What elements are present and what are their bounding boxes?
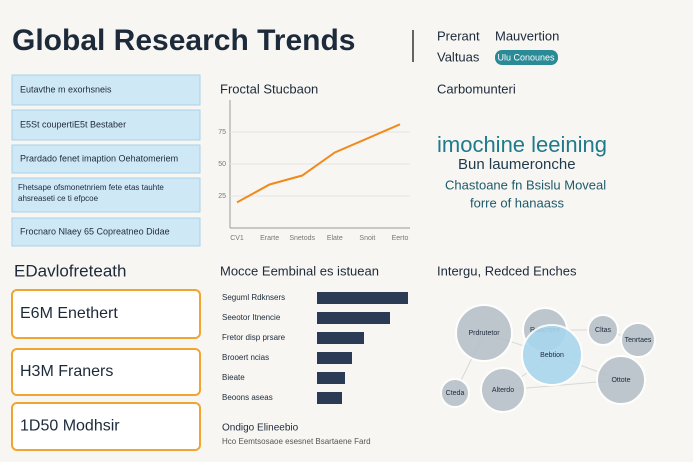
- stat-label: E6M Enethert: [20, 305, 118, 322]
- panel-title: Froctal Stucbaon: [220, 81, 318, 96]
- bubble-label: Cteda: [446, 390, 465, 397]
- cloud-word: imochine leeining: [437, 132, 607, 157]
- bar-label: Fretor disp prsare: [222, 333, 286, 342]
- cloud-word: Chastoane fn Bsislu Moveal: [445, 177, 606, 192]
- list-item-label: Frocnaro Nlaey 65 Copreatneo Didae: [20, 226, 170, 236]
- x-tick-label: Erarte: [260, 235, 279, 242]
- badge-label[interactable]: Ulu Conounes: [497, 52, 555, 62]
- bar-label: Beoons aseas: [222, 393, 273, 402]
- bubble: [480, 367, 526, 413]
- x-tick-label: CV1: [230, 235, 244, 242]
- x-tick-label: Snoit: [359, 235, 375, 242]
- bubble-label: Ottote: [611, 377, 630, 384]
- bubble: [596, 355, 646, 405]
- bar-label: Bieate: [222, 373, 245, 382]
- stat-card: [11, 402, 201, 451]
- nav-item[interactable]: Valtuas: [437, 49, 480, 64]
- list-item[interactable]: [11, 109, 201, 141]
- list-item-label: Eutavthe m exorhsneis: [20, 84, 112, 94]
- panel-title: Carbomunteri: [437, 81, 516, 96]
- stat-card: [11, 348, 201, 396]
- bubble: [587, 314, 619, 346]
- cloud-word: forre of hanaass: [470, 195, 564, 210]
- y-tick-label: 25: [218, 193, 226, 200]
- y-tick-label: 75: [218, 129, 226, 136]
- list-item[interactable]: [11, 177, 201, 213]
- bar-footer: Ondigo Elineebio: [222, 423, 299, 434]
- bar-label: Seguml Rdknsers: [222, 293, 285, 302]
- bar: [317, 292, 408, 304]
- bubble: [620, 322, 656, 358]
- cloud-word: Bun laumeronche: [458, 156, 576, 173]
- bubble-label: Bebtion: [540, 352, 564, 359]
- section-title: EDavlofreteath: [14, 261, 126, 280]
- bar-label: Brooert ncias: [222, 353, 269, 362]
- bar: [317, 392, 342, 404]
- bubble-label: Alterdo: [492, 387, 514, 394]
- badge[interactable]: [495, 50, 558, 65]
- bubble-label: Cltas: [595, 327, 611, 334]
- list-item-label: Prardado fenet imaption Oehatomeriem: [20, 153, 178, 163]
- x-tick-label: Snetods: [289, 235, 315, 242]
- bubble-label: Tenrtaes: [625, 337, 652, 344]
- y-tick-label: 50: [218, 161, 226, 168]
- bar-note: Hco Eemtsosaoe esesnet Bsartaene Fard: [222, 437, 371, 446]
- line: [236, 123, 401, 204]
- bubble-label: Prdrutetor: [468, 330, 500, 337]
- bar: [317, 312, 390, 324]
- list-item-label: Fhetsape ofsmonetnriem fete etas tauhte …: [18, 183, 164, 203]
- bar: [317, 352, 352, 364]
- nav-item[interactable]: Prerant: [437, 28, 480, 43]
- panel-title: Mocce Eembinal es istuean: [220, 263, 379, 278]
- page-title: Global Research Trends: [12, 24, 355, 57]
- panel-title: Intergu, Redced Enches: [437, 263, 577, 278]
- list-item-text: Fhetsape ofsmonetnriem fete etas tauhte …: [18, 183, 164, 203]
- stat-label: H3M Franers: [20, 363, 113, 380]
- list-item[interactable]: [11, 74, 201, 106]
- nav-item[interactable]: Mauvertion: [495, 28, 559, 43]
- bubble: [455, 304, 513, 362]
- bar: [317, 332, 364, 344]
- bubble: [521, 324, 583, 386]
- bubble: [440, 378, 470, 408]
- stat-label: 1D50 Modhsir: [20, 418, 120, 435]
- x-tick-label: Eerto: [392, 235, 409, 242]
- list-item[interactable]: [11, 217, 201, 247]
- stat-card: [11, 289, 201, 339]
- list-item[interactable]: [11, 144, 201, 174]
- x-tick-label: Elate: [327, 235, 343, 242]
- bar-label: Seeotor Itnencie: [222, 313, 281, 322]
- list-item-label: E5St coupertiE5t Bestaber: [20, 119, 126, 129]
- bar: [317, 372, 345, 384]
